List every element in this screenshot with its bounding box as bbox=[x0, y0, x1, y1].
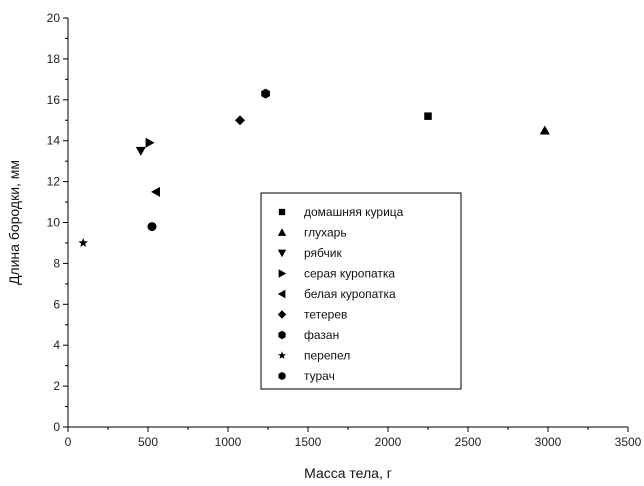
legend-marker-3 bbox=[278, 269, 287, 278]
data-point-0-0 bbox=[424, 112, 432, 120]
legend-marker-7 bbox=[278, 351, 286, 359]
x-tick-label-2: 1000 bbox=[215, 435, 242, 449]
y-tick-label-2: 4 bbox=[53, 338, 60, 352]
x-axis-title: Масса тела, г bbox=[304, 465, 392, 481]
y-tick-label-0: 0 bbox=[53, 420, 60, 434]
y-tick-label-3: 6 bbox=[53, 297, 60, 311]
legend-label-5: тетерев bbox=[304, 308, 347, 322]
legend-label-2: рябчик bbox=[304, 246, 342, 260]
legend-marker-6 bbox=[278, 330, 286, 340]
x-tick-label-6: 3000 bbox=[535, 435, 562, 449]
y-tick-label-7: 14 bbox=[47, 134, 61, 148]
y-tick-label-6: 12 bbox=[47, 175, 61, 189]
y-tick-label-10: 20 bbox=[47, 11, 61, 25]
x-tick-label-4: 2000 bbox=[375, 435, 402, 449]
data-point-7-0 bbox=[78, 237, 88, 247]
legend-marker-4 bbox=[277, 289, 286, 299]
data-point-6-0 bbox=[261, 88, 270, 99]
data-point-3-0 bbox=[145, 137, 155, 148]
legend-marker-1 bbox=[277, 228, 287, 236]
data-point-2-0 bbox=[135, 146, 146, 156]
x-tick-label-5: 2500 bbox=[455, 435, 482, 449]
y-axis-title: Длина бородки, мм bbox=[6, 160, 22, 285]
legend-marker-0 bbox=[278, 208, 286, 216]
x-tick-label-0: 0 bbox=[65, 435, 72, 449]
y-tick-label-9: 18 bbox=[47, 52, 61, 66]
legend-marker-2 bbox=[277, 249, 287, 258]
legend-label-3: серая куропатка bbox=[304, 267, 395, 281]
x-tick-label-1: 500 bbox=[138, 435, 158, 449]
y-tick-label-5: 10 bbox=[47, 216, 61, 230]
legend-box bbox=[260, 192, 462, 390]
legend-label-7: перепел bbox=[304, 349, 350, 363]
data-point-1-0 bbox=[539, 125, 550, 135]
legend-marker-8 bbox=[278, 372, 286, 380]
y-tick-label-8: 16 bbox=[47, 93, 61, 107]
x-tick-label-7: 3500 bbox=[615, 435, 642, 449]
x-tick-label-3: 1500 bbox=[295, 435, 322, 449]
legend-label-4: белая куропатка bbox=[304, 287, 396, 301]
legend-label-1: глухарь bbox=[304, 226, 347, 240]
y-tick-label-4: 8 bbox=[53, 256, 60, 270]
legend-marker-5 bbox=[277, 310, 287, 319]
data-point-4-0 bbox=[151, 186, 160, 197]
data-point-8-0 bbox=[147, 222, 157, 232]
y-tick-label-1: 2 bbox=[53, 379, 60, 393]
data-point-5-0 bbox=[235, 115, 245, 126]
legend-label-8: турач bbox=[304, 369, 335, 383]
legend-label-6: фазан bbox=[304, 328, 339, 342]
legend-label-0: домашняя курица bbox=[304, 205, 404, 219]
